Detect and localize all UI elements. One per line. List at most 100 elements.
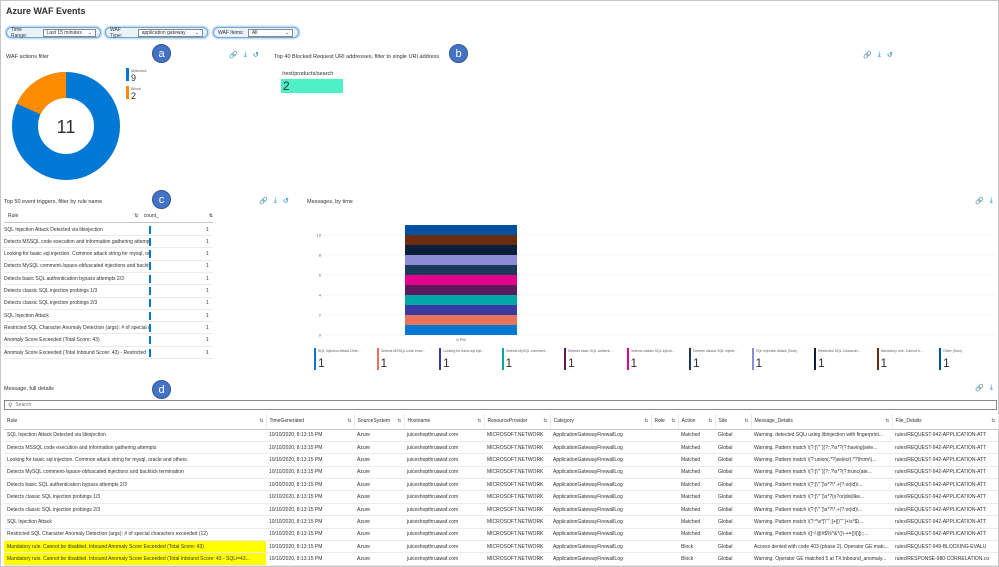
table-row[interactable]: SQL Injection Attack 10/10/2020, 8:13:15 … [4,515,998,529]
column-header[interactable]: SourceSystem ⇅ [354,414,405,430]
column-header[interactable]: Category ⇅ [550,414,652,430]
sort-icon[interactable]: ⇅ [347,418,352,425]
table-row[interactable]: SQL Injection Attack Detected via libinj… [4,429,998,442]
waf-items-select[interactable]: All ⌄ [247,28,293,37]
sort-icon[interactable]: ⇅ [885,418,890,425]
sort-icon[interactable]: ⇅ [708,418,713,425]
bar-segment[interactable] [405,245,517,255]
download-icon[interactable]: ⤓ [273,197,277,204]
rules-col-rule[interactable]: Rule [8,213,19,219]
table-row[interactable]: Detects MSSQL code execution and informa… [4,441,998,455]
rule-row[interactable]: Detects classic SQL injection probings 2… [4,298,213,310]
column-header[interactable]: Rule ⇅ [4,414,267,430]
bar-segment[interactable] [405,225,517,235]
table-row[interactable]: Looking for basic sql injection. Common … [4,453,998,467]
time-range-select[interactable]: Last 15 minutes ⌄ [42,28,96,37]
column-header[interactable]: Action ⇅ [678,414,716,430]
legend-item[interactable]: Restricted SQL Character... 1 [814,348,874,370]
rule-row[interactable]: Looking for basic sql injection. Common … [4,249,213,261]
sort-icon[interactable]: ⇅ [644,418,649,425]
table-row[interactable]: Restricted SQL Character Anomaly Detecti… [4,528,998,542]
table-row[interactable]: Detects basic SQL authentication bypass … [4,478,998,492]
bar-segment[interactable] [405,325,517,335]
column-header[interactable]: File_Details ⇅ [892,414,999,430]
waf-type-select[interactable]: application gateway ⌄ [137,28,203,37]
pin-icon[interactable]: 🔗 [863,52,872,59]
legend-item[interactable]: Detects MSSQL code exec... 1 [376,348,437,370]
column-header[interactable]: Role ⇅ [651,414,679,430]
rule-row[interactable]: Detects MSSQL code execution and informa… [4,236,213,249]
pin-icon[interactable]: 🔗 [229,52,238,59]
rule-row[interactable]: Restricted SQL Character Anomaly Detecti… [4,322,213,335]
donut-chart[interactable]: 11 [11,71,121,181]
refresh-icon[interactable]: ↺ [282,198,289,205]
pin-icon[interactable]: 🔗 [259,198,268,205]
download-icon[interactable]: ⤓ [989,384,993,391]
column-header[interactable]: TimeGenerated ⇅ [266,414,355,430]
legend-label: Detects MSSQL code exec... [380,349,426,353]
rule-row[interactable]: Detects basic SQL authentication bypass … [4,273,213,286]
download-icon[interactable]: ⤓ [877,51,881,58]
column-header[interactable]: Hostname ⇅ [404,414,485,430]
legend-item[interactable]: Looking for basic sql inje... 1 [439,348,499,370]
sort-icon[interactable]: ⇅ [991,418,996,425]
rule-row[interactable]: SQL Injection Attack Detected via libinj… [4,224,213,236]
sort-icon[interactable]: ⇅ [259,418,264,425]
sort-icon[interactable]: ⇅ [208,213,213,219]
column-header[interactable]: ResourceProvider ⇅ [484,414,551,430]
sort-icon[interactable]: ⇅ [744,418,749,425]
legend-item[interactable]: Detects classic SQL injecti... 1 [689,348,749,370]
table-cell: Detects MSSQL code execution and informa… [4,441,266,455]
table-row[interactable]: Mandatory rule. Cannot be disabled. Inbo… [4,540,998,554]
column-header[interactable]: Site ⇅ [715,414,752,430]
bar-segment[interactable] [405,255,517,265]
rule-row[interactable]: Anomaly Score Exceeded (Total Inbound Sc… [4,347,213,359]
pin-icon[interactable]: 🔗 [975,198,984,205]
pin-icon[interactable]: 🔗 [975,385,984,392]
search-input[interactable] [15,401,916,409]
uri-count-bar[interactable]: 2 [281,79,343,93]
rule-count-bar [149,237,151,246]
waf-type-param[interactable]: WAF Type: application gateway ⌄ [105,27,208,39]
rule-row[interactable]: Detects classic SQL injection probings 1… [4,286,213,298]
rule-name: Detects classic SQL injection probings 2… [4,300,98,307]
column-header[interactable]: Message_Details ⇅ [751,414,893,430]
rules-col-count[interactable]: count_ [143,213,159,219]
rule-row[interactable]: Detects MySQL comment-/space-obfuscated … [4,261,213,273]
legend-item[interactable]: Detects MySQL comment... 1 [501,348,562,370]
legend-item[interactable]: Other (Sum) 1 [939,348,999,370]
refresh-icon[interactable]: ↺ [252,52,259,59]
table-row[interactable]: Mandatory rule. Cannot be disabled. Inbo… [4,552,998,566]
bar-segment[interactable] [405,295,517,305]
time-range-param[interactable]: Time Range: Last 15 minutes ⌄ [6,27,101,39]
rule-row[interactable]: SQL Injection Attack 1 [4,310,213,323]
table-row[interactable]: Detects classic SQL injection probings 1… [4,490,998,504]
bar-segment[interactable] [405,235,517,245]
bar-segment[interactable] [405,265,517,275]
legend-item[interactable]: Detects basic SQL authent... 1 [564,348,624,370]
bar-segment[interactable] [405,315,517,325]
sort-icon[interactable]: ⇅ [477,418,482,425]
sort-icon[interactable]: ⇅ [671,418,676,425]
download-icon[interactable]: ⤓ [243,51,247,58]
search-box[interactable]: ⚲ [4,400,997,410]
waf-items-param[interactable]: WAF Items: All ⌄ [213,27,299,38]
messages-chart[interactable]: 10 8 6 4 2 0 8 PM [307,207,997,345]
uri-path[interactable]: /rest/products/search [282,71,334,77]
legend-item[interactable]: SQL Injection Attack (Sum) 1 [751,348,812,370]
table-row[interactable]: Detects classic SQL injection probings 2… [4,503,998,517]
download-icon[interactable]: ⤓ [989,197,993,204]
refresh-icon[interactable]: ↺ [886,52,893,59]
sort-icon[interactable]: ⇅ [543,418,548,425]
sort-icon[interactable]: ⇅ [397,418,402,425]
bar-segment[interactable] [405,305,517,315]
bar-segment[interactable] [405,275,517,285]
sort-icon[interactable]: ⇅ [134,213,139,219]
legend-item[interactable]: Mandatory rule. Cannot b... 1 [876,348,937,370]
table-cell: rules/REQUEST-942-APPLICATION-ATT [892,528,998,542]
table-row[interactable]: Detects MySQL comment-/space-obfuscated … [4,466,998,480]
legend-item[interactable]: SQL Injection Attack Dete... 1 [314,348,374,370]
bar-segment[interactable] [405,285,517,295]
legend-item[interactable]: Detects classic SQL injecti... 1 [626,348,687,370]
rule-row[interactable]: Anomaly Score Exceeded (Total Score: 43)… [4,335,213,347]
